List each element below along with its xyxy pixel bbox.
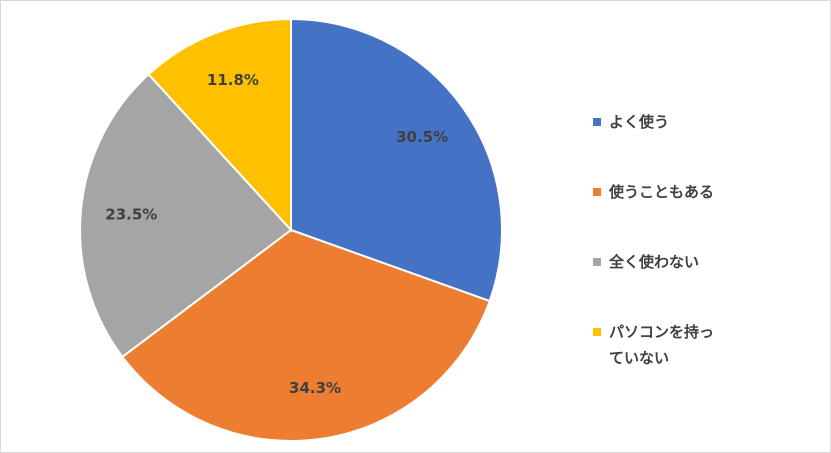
legend-swatch [593,118,601,126]
legend-swatch [593,328,601,336]
legend-label: 全く使わない [609,253,700,271]
data-label: 34.3% [289,379,341,397]
legend: よく使う使うこともある 全く使わないパソコンを持っていない [593,109,743,389]
pie-slice [290,17,503,303]
legend-swatch [593,258,601,266]
pie-slice [79,72,293,359]
pie-slice [147,17,292,233]
data-label: 11.8% [207,71,259,89]
data-label: 30.5% [396,128,448,146]
pie-slice [120,228,491,442]
legend-label: よく使う [609,113,670,131]
legend-item: 全く使わない [593,249,727,319]
data-label: 23.5% [105,206,157,224]
legend-item: パソコンを持っていない [593,319,727,389]
legend-item: 使うこともある [593,179,727,249]
legend-swatch [593,188,601,196]
legend-item: よく使う [593,109,727,179]
legend-label: パソコンを持っていない [609,323,715,367]
legend-label: 使うこともある [609,183,715,201]
